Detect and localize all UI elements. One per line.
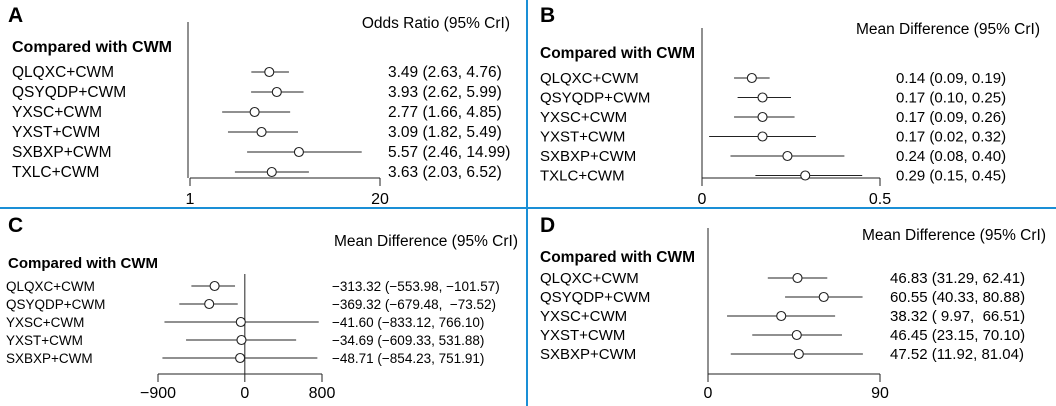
row-label: SXBXP+CWM	[6, 351, 93, 366]
point-estimate	[757, 131, 768, 142]
comparison-heading: Compared with CWM	[8, 255, 158, 272]
row-label: QSYQDP+CWM	[540, 289, 650, 306]
point-estimate	[792, 272, 803, 284]
row-label: SXBXP+CWM	[12, 144, 111, 161]
row-value: −369.32 (−679.48, −73.52)	[332, 297, 496, 312]
row-label: YXST+CWM	[6, 333, 83, 348]
row-value: 0.14 (0.09, 0.19)	[896, 70, 1006, 87]
panel-letter: C	[8, 214, 23, 237]
row-label: QSYQDP+CWM	[12, 84, 126, 101]
row-value: 0.17 (0.10, 0.25)	[896, 90, 1006, 107]
point-estimate	[293, 146, 304, 158]
comparison-heading: Compared with CWM	[540, 45, 695, 62]
row-value: 2.77 (1.66, 4.85)	[388, 104, 502, 121]
row-value: −41.60 (−833.12, 766.10)	[332, 315, 484, 330]
x-tick-label: 0	[240, 385, 249, 402]
x-tick-label: −900	[140, 385, 176, 402]
panels: A Odds Ratio (95% CrI) Compared with CWM 1 2…	[6, 4, 1046, 402]
point-estimate	[209, 280, 220, 292]
row-label: YXST+CWM	[12, 124, 100, 141]
panel-a: A Odds Ratio (95% CrI) Compared with CWM 1 2…	[8, 4, 510, 208]
panel-b: B Mean Difference (95% CrI) Compared with …	[540, 4, 1040, 208]
row-value: 0.29 (0.15, 0.45)	[896, 168, 1006, 185]
point-estimate	[264, 66, 275, 78]
point-estimate	[757, 92, 768, 103]
measure-label: Mean Difference (95% CrI)	[862, 227, 1046, 244]
row-label: YXSC+CWM	[540, 109, 627, 126]
x-tick-label: 0.5	[869, 191, 891, 208]
row-value: 0.17 (0.09, 0.26)	[896, 109, 1006, 126]
measure-label: Mean Difference (95% CrI)	[334, 233, 518, 250]
point-estimate	[204, 298, 215, 310]
x-tick-label: 20	[371, 191, 389, 208]
panel-letter: A	[8, 4, 23, 27]
row-label: QLQXC+CWM	[12, 64, 114, 81]
x-tick-label: 1	[186, 191, 195, 208]
point-estimate	[800, 170, 811, 181]
point-estimate	[793, 348, 804, 360]
comparison-heading: Compared with CWM	[12, 39, 172, 56]
point-estimate	[236, 334, 247, 346]
x-tick-label: 0	[698, 191, 707, 208]
point-estimate	[235, 316, 246, 328]
comparison-heading: Compared with CWM	[540, 249, 695, 266]
point-estimate	[746, 72, 757, 84]
row-label: TXLC+CWM	[12, 164, 99, 181]
row-value: 0.17 (0.02, 0.32)	[896, 129, 1006, 146]
point-estimate	[271, 86, 282, 98]
point-estimate	[757, 111, 768, 123]
row-value: 47.52 (11.92, 81.04)	[890, 346, 1024, 363]
point-estimate	[266, 166, 277, 178]
point-estimate	[776, 310, 787, 322]
row-label: QSYQDP+CWM	[540, 90, 650, 107]
row-value: 46.83 (31.29, 62.41)	[890, 270, 1025, 287]
measure-label: Mean Difference (95% CrI)	[856, 21, 1040, 38]
panel-c: C Mean Difference (95% CrI) Compared with …	[6, 214, 518, 402]
row-label: YXSC+CWM	[12, 104, 102, 121]
row-value: −313.32 (−553.98, −101.57)	[332, 279, 500, 294]
x-tick-label: 800	[309, 385, 336, 402]
row-value: −34.69 (−609.33, 531.88)	[332, 333, 484, 348]
point-estimate	[791, 329, 802, 341]
point-estimate	[235, 352, 246, 364]
panel-letter: B	[540, 4, 555, 27]
point-estimate	[249, 106, 260, 118]
row-value: 0.24 (0.08, 0.40)	[896, 148, 1006, 165]
row-value: 3.93 (2.62, 5.99)	[388, 84, 502, 101]
row-label: YXSC+CWM	[540, 308, 627, 325]
panel-letter: D	[540, 214, 555, 237]
row-value: 3.63 (2.03, 6.52)	[388, 164, 502, 181]
point-estimate	[818, 291, 829, 303]
row-label: QLQXC+CWM	[540, 270, 639, 287]
point-estimate	[782, 150, 793, 162]
row-value: 5.57 (2.46, 14.99)	[388, 144, 510, 161]
row-label: SXBXP+CWM	[540, 346, 636, 363]
row-label: QSYQDP+CWM	[6, 297, 105, 312]
row-value: 3.09 (1.82, 5.49)	[388, 124, 502, 141]
row-label: YXSC+CWM	[6, 315, 84, 330]
point-estimate	[256, 126, 267, 138]
x-tick-label: 0	[704, 385, 713, 402]
measure-label: Odds Ratio (95% CrI)	[362, 15, 510, 32]
row-value: 3.49 (2.63, 4.76)	[388, 64, 502, 81]
x-tick-label: 90	[871, 385, 889, 402]
row-label: QLQXC+CWM	[540, 70, 639, 87]
row-value: −48.71 (−854.23, 751.91)	[332, 351, 484, 366]
row-value: 46.45 (23.15, 70.10)	[890, 327, 1025, 344]
row-label: SXBXP+CWM	[540, 148, 636, 165]
row-value: 38.32 ( 9.97, 66.51)	[890, 308, 1025, 325]
panel-d: D Mean Difference (95% CrI) Compared with …	[540, 214, 1046, 402]
row-label: QLQXC+CWM	[6, 279, 95, 294]
row-label: YXST+CWM	[540, 327, 625, 344]
row-label: YXST+CWM	[540, 129, 625, 146]
row-label: TXLC+CWM	[540, 168, 625, 185]
row-value: 60.55 (40.33, 80.88)	[890, 289, 1025, 306]
